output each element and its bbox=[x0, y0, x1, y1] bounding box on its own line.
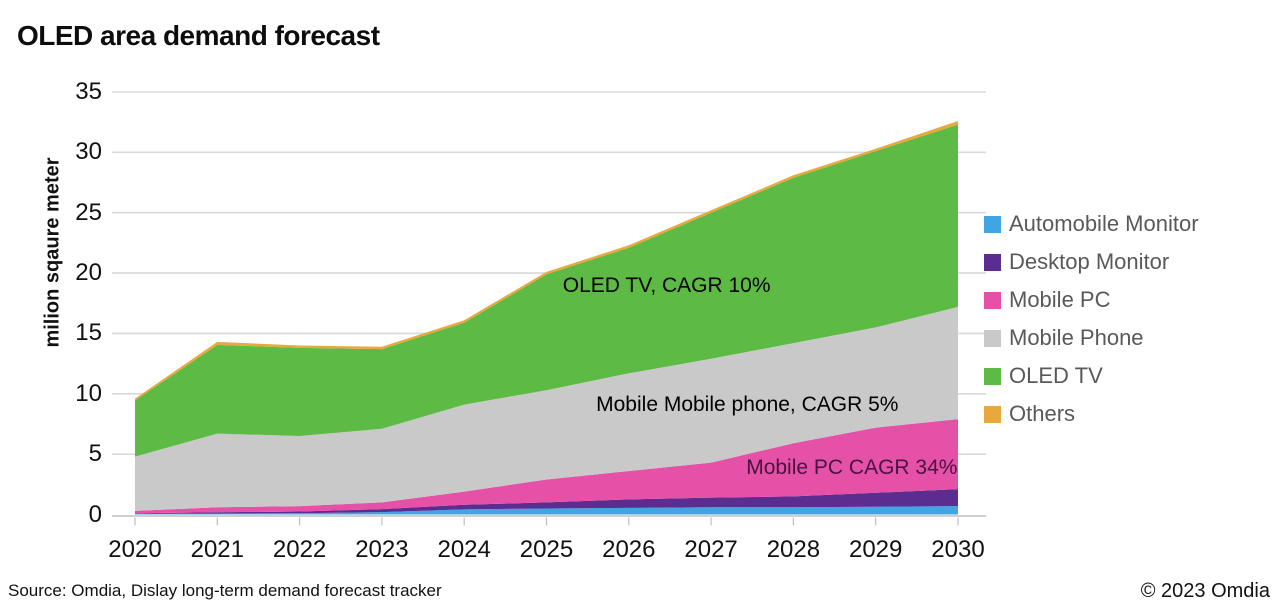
area-band-desktop-monitor bbox=[135, 489, 958, 514]
legend-swatch-others bbox=[984, 405, 1001, 423]
legend-swatch-oled-tv bbox=[984, 367, 1001, 385]
legend-label: Desktop Monitor bbox=[1009, 249, 1170, 274]
legend-swatch-mobile-pc bbox=[984, 291, 1001, 309]
annotation-mobile-pc-cagr-34-: Mobile PC CAGR 34% bbox=[746, 456, 958, 480]
page-title: OLED area demand forecast bbox=[17, 20, 380, 51]
x-tick-label: 2024 bbox=[437, 536, 491, 563]
legend-item-mobile-phone: Mobile Phone bbox=[984, 319, 1199, 357]
legend-swatch-automobile-monitor bbox=[984, 215, 1001, 233]
y-tick-label: 25 bbox=[75, 198, 102, 226]
legend-item-automobile-monitor: Automobile Monitor bbox=[984, 205, 1199, 243]
y-tick-label: 35 bbox=[75, 78, 102, 105]
legend-item-oled-tv: OLED TV bbox=[984, 357, 1199, 395]
y-tick-label: 0 bbox=[88, 500, 102, 528]
x-tick-label: 2020 bbox=[108, 536, 162, 563]
legend-label: Automobile Monitor bbox=[1009, 211, 1199, 236]
x-tick-label: 2029 bbox=[848, 536, 903, 563]
y-tick-label: 30 bbox=[75, 138, 102, 166]
area-band-mobile-pc bbox=[135, 419, 958, 514]
legend-label: Mobile Phone bbox=[1009, 325, 1144, 350]
x-tick-label: 2026 bbox=[602, 536, 656, 563]
x-tick-label: 2030 bbox=[931, 536, 985, 563]
area-band-mobile-phone bbox=[135, 306, 958, 511]
x-tick-label: 2021 bbox=[190, 536, 244, 563]
x-tick-label: 2022 bbox=[272, 536, 327, 563]
legend-swatch-desktop-monitor bbox=[984, 253, 1001, 271]
x-tick-label: 2028 bbox=[766, 536, 821, 563]
legend-item-mobile-pc: Mobile PC bbox=[984, 281, 1199, 319]
area-band-automobile-monitor bbox=[135, 506, 958, 515]
x-tick-label: 2027 bbox=[684, 536, 738, 563]
source-note: Source: Omdia, Dislay long-term demand f… bbox=[8, 581, 442, 600]
annotation-oled-tv-cagr-10-: OLED TV, CAGR 10% bbox=[562, 274, 771, 298]
y-tick-label: 15 bbox=[75, 319, 102, 347]
copyright-note: © 2023 Omdia bbox=[1140, 580, 1270, 602]
annotation-mobile-mobile-phone-cagr-5-: Mobile Mobile phone, CAGR 5% bbox=[596, 392, 899, 416]
y-tick-label: 5 bbox=[88, 440, 102, 468]
area-band-oled-tv bbox=[135, 124, 958, 457]
legend-item-desktop-monitor: Desktop Monitor bbox=[984, 243, 1199, 281]
y-tick-label: 10 bbox=[75, 379, 102, 407]
legend-label: Others bbox=[1009, 401, 1076, 426]
legend-label: OLED TV bbox=[1009, 363, 1103, 388]
legend-swatch-mobile-phone bbox=[984, 329, 1001, 347]
legend-item-others: Others bbox=[984, 395, 1199, 433]
y-tick-label: 20 bbox=[75, 259, 102, 287]
legend-label: Mobile PC bbox=[1009, 287, 1111, 312]
x-tick-label: 2025 bbox=[519, 536, 574, 563]
area-band-others bbox=[135, 121, 958, 401]
x-tick-label: 2023 bbox=[355, 536, 409, 563]
legend: Automobile Monitor Desktop Monitor Mobile … bbox=[984, 205, 1199, 433]
